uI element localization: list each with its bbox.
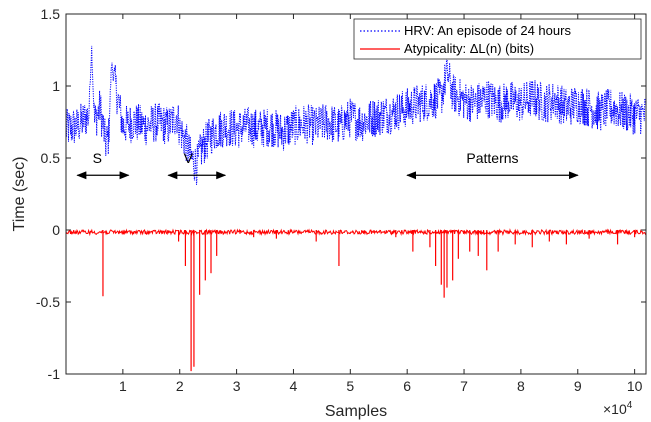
y-tick-label: -0.5: [36, 294, 60, 310]
plot-frame: [65, 13, 647, 375]
x-axis-label: Samples: [325, 403, 387, 420]
annotation-label: V: [184, 150, 194, 166]
x-exponent-label: ×104: [603, 400, 633, 417]
annotation-label: S: [93, 150, 102, 166]
annotation-label: Patterns: [466, 150, 518, 166]
series-layer: [66, 45, 646, 372]
hrv-series-line: [66, 45, 646, 185]
y-tick-label: 0.5: [41, 150, 61, 166]
x-tick-label: 2: [176, 378, 184, 394]
y-tick-label: 1: [52, 78, 60, 94]
x-tick-label: 8: [517, 378, 525, 394]
x-tick-label: 6: [403, 378, 411, 394]
x-tick-label: 4: [290, 378, 298, 394]
y-axis-label: Time (sec): [11, 157, 28, 232]
legend: HRV: An episode of 24 hours Atypicality:…: [353, 18, 642, 60]
plot-area: [66, 14, 646, 374]
y-tick-label: 1.5: [41, 6, 61, 22]
x-tick-label: 7: [460, 378, 468, 394]
legend-label-atypicality: Atypicality: ΔL(n) (bits): [404, 41, 534, 56]
y-tick-label: 0: [52, 222, 60, 238]
legend-label-hrv: HRV: An episode of 24 hours: [404, 23, 571, 38]
x-exponent-power: 4: [627, 400, 633, 411]
x-tick-label: 10: [627, 378, 643, 394]
x-tick-label: 9: [574, 378, 582, 394]
y-tick-label: -1: [48, 366, 61, 382]
x-tick-label: 3: [233, 378, 241, 394]
legend-box: [353, 18, 642, 60]
x-tick-label: 1: [119, 378, 127, 394]
axis-layer: 1 2 3 4 5 6 7 8 9 10 -1 -0.5 0 0.5 1 1.5: [36, 6, 646, 394]
annotation-layer: S V Patterns: [76, 150, 579, 180]
x-tick-label: 5: [346, 378, 354, 394]
